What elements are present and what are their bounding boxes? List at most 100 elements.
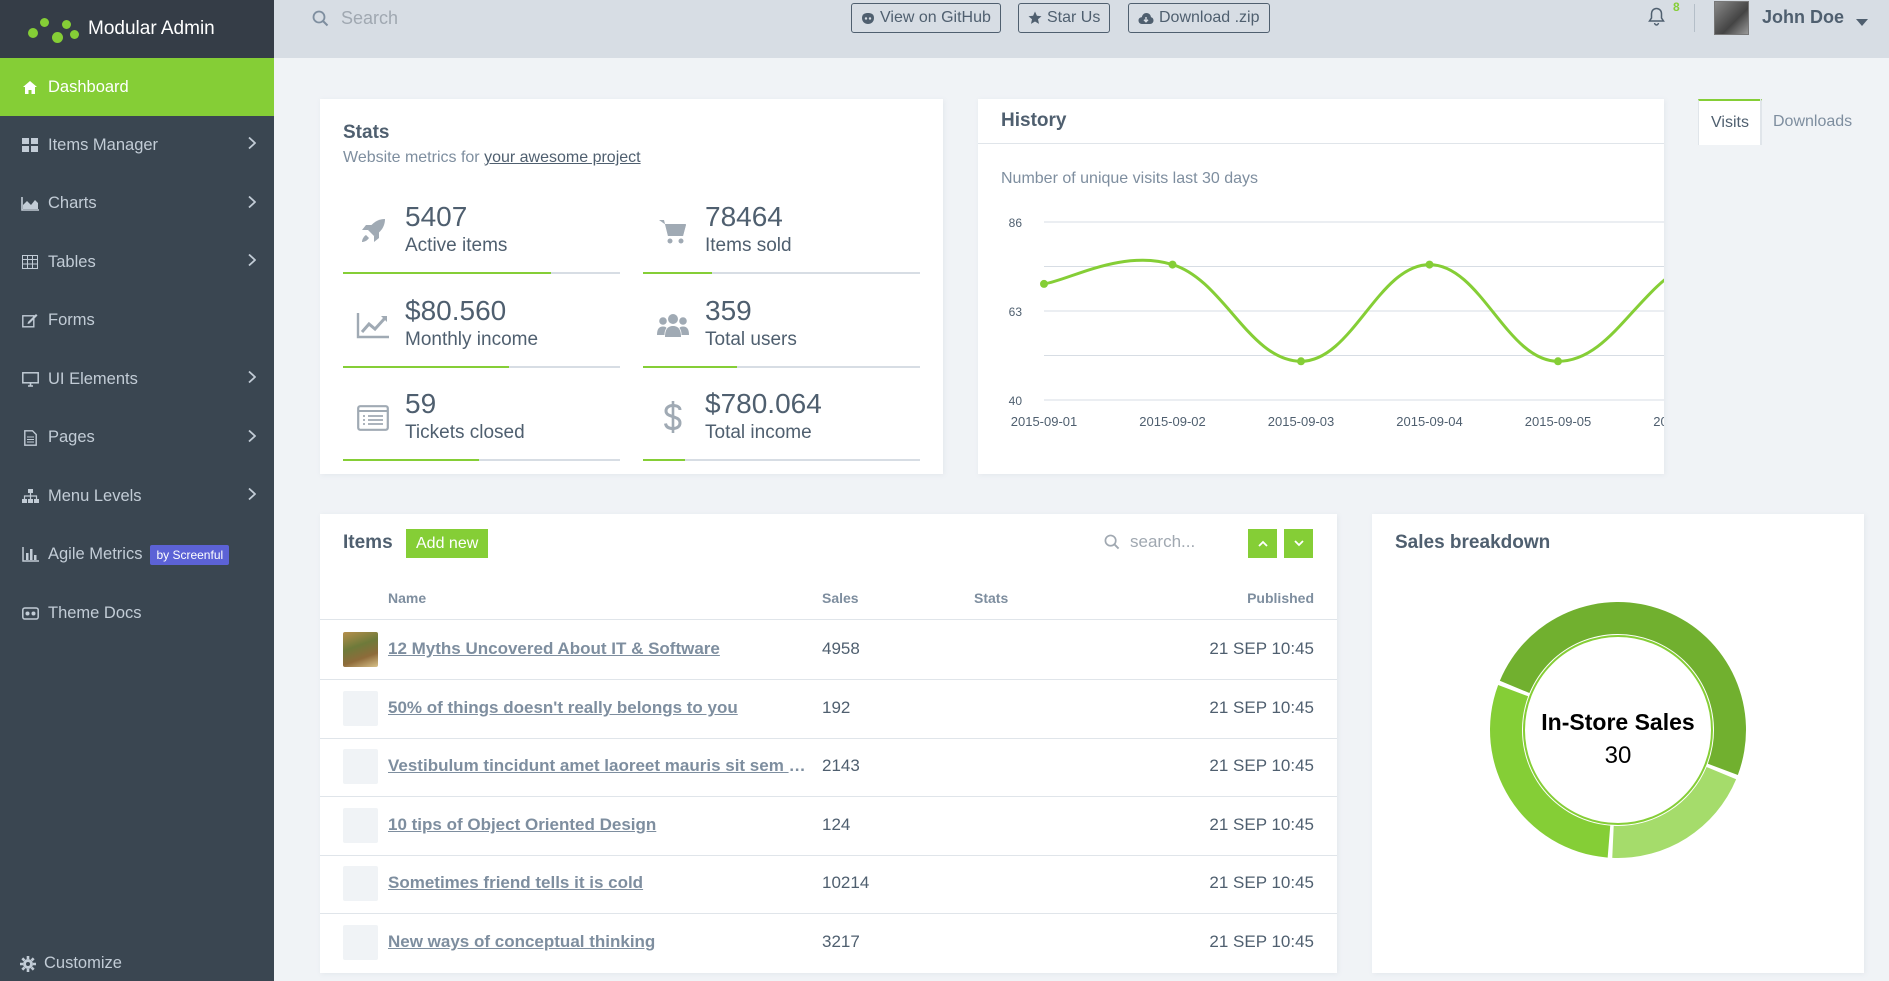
item-title-link[interactable]: Sometimes friend tells it is cold [388,873,644,892]
stat-total-income: $780.064 Total income [643,373,920,461]
tab-downloads[interactable]: Downloads [1760,99,1864,145]
stat-label: Tickets closed [405,422,525,443]
chevron-right-icon [248,194,257,213]
table-icon [20,253,40,271]
table-header: Name Sales Stats Published [320,572,1337,620]
col-published[interactable]: Published [1247,590,1314,606]
data-point[interactable] [1297,357,1305,366]
table-row[interactable]: New ways of conceptual thinking 3217 21 … [320,914,1337,973]
donut-segment[interactable] [1499,602,1746,775]
stat-value: $780.064 [705,388,822,419]
sidebar-item-charts[interactable]: Charts [0,175,274,234]
x-tick-label: 2015-09-05 [1525,414,1592,429]
user-name[interactable]: John Doe [1762,7,1845,27]
chevron-up-icon [1257,540,1268,547]
sidebar-item-label: Menu Levels [48,486,142,505]
item-thumbnail [343,866,378,901]
col-name[interactable]: Name [388,590,427,606]
tab-visits[interactable]: Visits [1698,99,1762,145]
items-title: Items [343,532,393,553]
star-label: Star Us [1047,9,1101,26]
chevron-down-icon [1293,540,1304,547]
table-row[interactable]: Vestibulum tincidunt amet laoreet mauris… [320,738,1337,797]
item-published: 21 SEP 10:45 [1209,756,1314,775]
item-sales: 2143 [822,756,860,775]
y-tick-label: 40 [1009,394,1023,408]
col-sales[interactable]: Sales [822,590,859,606]
chevron-right-icon [248,253,257,272]
item-published: 21 SEP 10:45 [1209,639,1314,658]
stat-items-sold: 78464 Items sold [643,186,920,274]
items-search-input[interactable]: search... [1104,532,1195,552]
donut-segment[interactable] [1490,685,1611,858]
add-new-button[interactable]: Add new [406,529,489,558]
history-header: History Visits Downloads [978,99,1852,145]
sidebar-item-dashboard[interactable]: Dashboard [0,58,274,116]
data-point[interactable] [1554,357,1562,366]
stat-progress-bar [343,459,479,461]
table-row[interactable]: 10 tips of Object Oriented Design 124 21… [320,797,1337,856]
data-point[interactable] [1168,260,1177,269]
sales-donut-chart[interactable] [1372,514,1864,973]
data-point[interactable] [1040,279,1048,288]
edit-icon [20,312,40,330]
sidebar-item-label: Tables [48,252,96,271]
item-title-link[interactable]: 12 Myths Uncovered About IT & Software [388,639,720,658]
data-point[interactable] [1425,260,1434,269]
item-published: 21 SEP 10:45 [1209,698,1314,717]
item-title-link[interactable]: Vestibulum tincidunt amet laoreet mauris… [388,756,808,775]
brand[interactable]: Modular Admin [0,0,274,58]
sidebar-item-forms[interactable]: Forms [0,292,274,351]
download-zip-button[interactable]: Download .zip [1128,3,1270,33]
donut-hole [1528,640,1708,820]
sidebar-item-label: Dashboard [48,77,129,96]
sort-down-button[interactable] [1284,529,1313,558]
logo-icon [26,14,80,44]
stat-value: $80.560 [405,295,507,326]
item-sales: 124 [822,815,851,834]
project-link[interactable]: your awesome project [484,149,641,166]
sidebar-item-items-manager[interactable]: Items Manager [0,116,274,175]
avatar[interactable] [1714,1,1749,35]
item-sales: 10214 [822,873,870,892]
sidebar-item-agile-metrics[interactable]: Agile Metrics by Screenful [0,526,274,585]
gear-icon [20,955,36,972]
table-row[interactable]: Sometimes friend tells it is cold 10214 … [320,855,1337,914]
stat-total-users: 359 Total users [643,280,920,368]
customize-button[interactable]: Customize [20,954,122,973]
desktop-icon [20,370,40,388]
line-chart-icon [355,308,391,342]
chevron-right-icon [248,136,257,155]
caret-down-icon[interactable] [1856,14,1868,32]
sort-up-button[interactable] [1248,529,1277,558]
dollar-icon [655,401,691,435]
stats-subtitle-text: Website metrics for [343,149,485,166]
item-title-link[interactable]: New ways of conceptual thinking [388,932,656,951]
star-us-button[interactable]: Star Us [1018,3,1111,33]
donut-segment[interactable] [1612,766,1737,858]
sidebar-item-ui-elements[interactable]: UI Elements [0,350,274,409]
sidebar-item-pages[interactable]: Pages [0,409,274,468]
chevron-right-icon [248,370,257,389]
col-stats[interactable]: Stats [974,590,1009,606]
donut-highlight-ring [1523,635,1713,825]
sidebar-item-menu-levels[interactable]: Menu Levels [0,467,274,526]
item-title-link[interactable]: 10 tips of Object Oriented Design [388,815,657,834]
table-row[interactable]: 50% of things doesn't really belongs to … [320,680,1337,739]
items-search-placeholder: search... [1130,532,1196,551]
item-title-link[interactable]: 50% of things doesn't really belongs to … [388,698,738,717]
sidebar-item-tables[interactable]: Tables [0,233,274,292]
users-icon [655,308,691,342]
notifications-bell-icon[interactable] [1648,7,1665,31]
screenful-badge[interactable]: by Screenful [150,544,230,565]
cloud-download-icon [1138,12,1159,25]
search-input[interactable]: Search [312,8,398,29]
search-placeholder: Search [341,8,399,28]
view-on-github-button[interactable]: View on GitHub [851,3,1001,33]
item-published: 21 SEP 10:45 [1209,815,1314,834]
table-row[interactable]: 12 Myths Uncovered About IT & Software 4… [320,621,1337,680]
sidebar-item-theme-docs[interactable]: Theme Docs [0,584,274,643]
stat-progress-bar [643,459,685,461]
x-tick-label: 2015-09-06 [1653,414,1664,429]
sidebar-item-label: Forms [48,311,95,330]
